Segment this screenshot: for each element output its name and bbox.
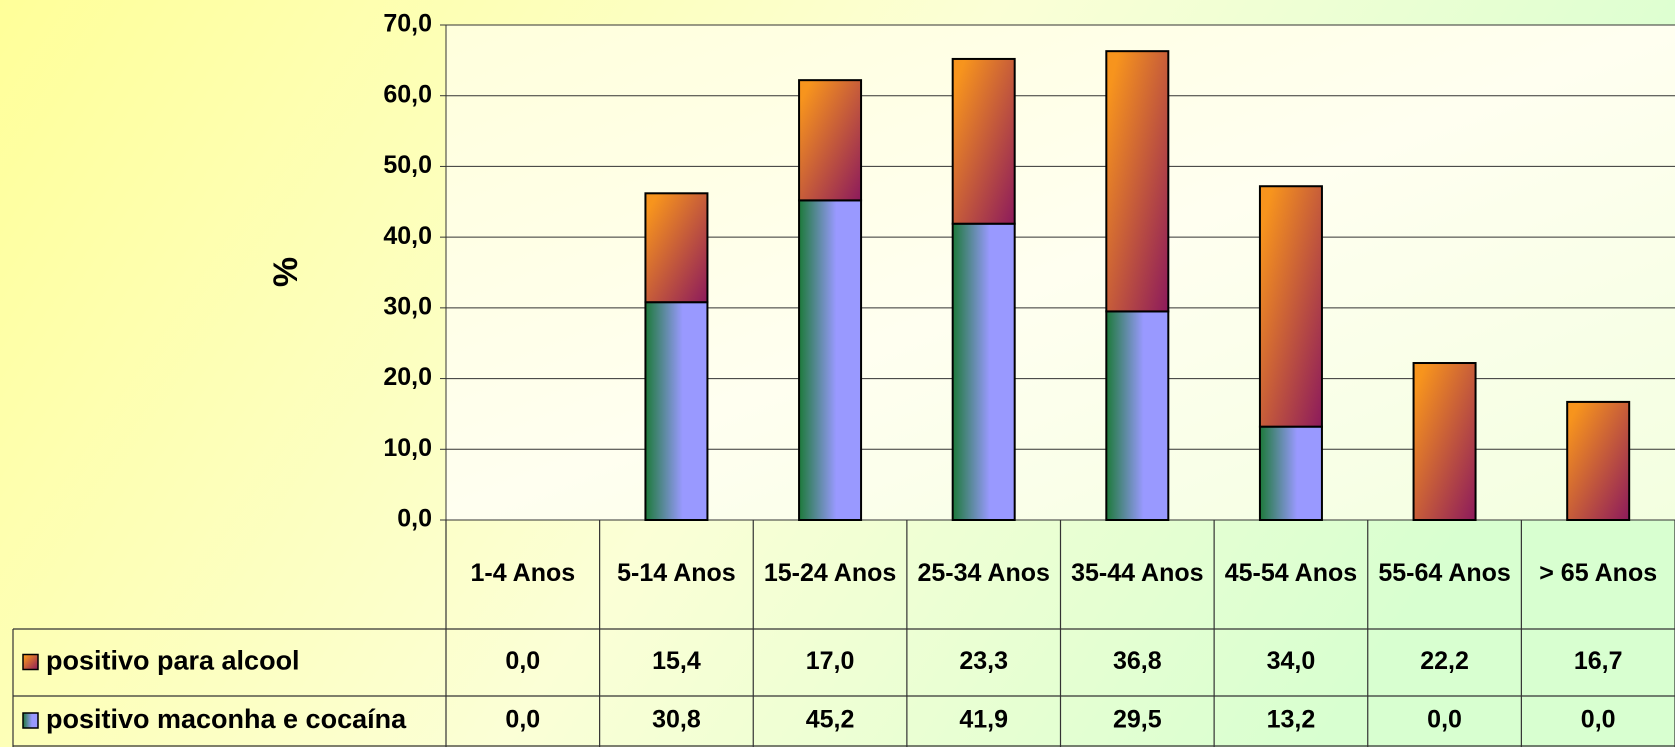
table-value: 22,2 [1420,647,1469,675]
bar-segment [951,57,1016,225]
plot-area [446,25,1675,520]
x-tick-label: 1-4 Anos [470,559,575,587]
bar-segment [1412,362,1477,521]
table-value: 0,0 [1427,706,1462,734]
y-tick-label: 10,0 [383,434,432,462]
y-tick-label: 40,0 [383,222,432,250]
legend-label: positivo maconha e cocaína [46,704,407,734]
table-value: 15,4 [652,647,701,675]
table-value: 34,0 [1267,647,1316,675]
x-tick-label: > 65 Anos [1539,559,1657,587]
bar-segment [1105,50,1170,313]
x-tick-label: 25-34 Anos [917,559,1049,587]
table-value: 0,0 [505,706,540,734]
y-tick-label: 70,0 [383,10,432,38]
y-axis-label: % [267,257,305,287]
table-value: 41,9 [959,706,1008,734]
bar-segment [1105,310,1170,521]
bar-segment [644,301,709,522]
x-tick-label: 5-14 Anos [617,559,736,587]
y-tick-label: 30,0 [383,292,432,320]
y-tick-label: 60,0 [383,80,432,108]
table-value: 0,0 [1581,706,1616,734]
x-tick-label: 55-64 Anos [1378,559,1510,587]
legend-swatch [22,712,39,729]
legend-label: positivo para alcool [46,646,300,676]
bar-segment [644,192,709,304]
table-value: 30,8 [652,706,701,734]
bar-segment [951,222,1016,521]
table-value: 45,2 [806,706,855,734]
table-value: 16,7 [1574,647,1623,675]
legend-swatch [22,653,39,671]
table-value: 36,8 [1113,647,1162,675]
y-tick-label: 0,0 [397,505,432,533]
table-value: 13,2 [1267,706,1316,734]
table-value: 17,0 [806,647,855,675]
x-tick-label: 45-54 Anos [1225,559,1357,587]
table-value: 23,3 [959,647,1008,675]
bar-segment [798,79,863,202]
x-tick-label: 15-24 Anos [764,559,896,587]
x-tick-label: 35-44 Anos [1071,559,1203,587]
table-value: 29,5 [1113,706,1162,734]
bar-segment [1258,185,1323,428]
y-tick-label: 20,0 [383,363,432,391]
bar-segment [798,199,863,521]
y-tick-label: 50,0 [383,151,432,179]
table-value: 0,0 [505,647,540,675]
bar-segment [1566,400,1631,521]
bar-segment [1258,425,1323,521]
